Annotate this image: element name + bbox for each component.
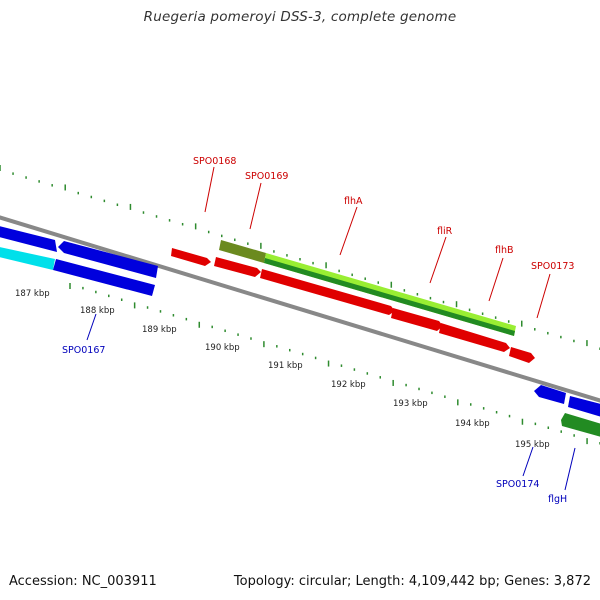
label-leader-line [536, 273, 551, 319]
left-features [0, 225, 158, 296]
kbp-label: 195 kbp [515, 440, 550, 450]
gene-arrow-blue-right[interactable] [568, 396, 600, 418]
accession-text: Accession: NC_003911 [9, 574, 157, 589]
gene-arrow-blue-1[interactable] [0, 225, 57, 252]
kbp-label: 188 kbp [80, 306, 115, 316]
right-features [534, 385, 600, 438]
gene-arrow-spo0168[interactable] [171, 248, 211, 266]
gene-label-spo0169: SPO0169 [245, 171, 288, 182]
label-leader-line [522, 446, 534, 477]
gene-arrow-fliR[interactable] [214, 257, 261, 277]
gene-arrow-small-red[interactable] [509, 347, 535, 363]
leader-lines [86, 166, 576, 491]
gene-label-spo0168: SPO0168 [193, 156, 236, 167]
gene-label-flha: flhA [344, 196, 363, 207]
label-leader-line [429, 236, 447, 284]
genome-summary-text: Topology: circular; Length: 4,109,442 bp… [233, 574, 591, 589]
gene-labels: SPO0168 SPO0169 flhA fliR flhB SPO0173 SPO0167… [62, 156, 574, 505]
label-leader-line [249, 182, 262, 230]
label-leader-line [339, 206, 358, 256]
kbp-label: 194 kbp [455, 419, 490, 429]
forward-features [171, 240, 535, 363]
outer-tick-track [0, 165, 600, 350]
gene-label-spo0167: SPO0167 [62, 345, 105, 356]
gene-arrow-spo0169[interactable] [219, 240, 266, 263]
gene-arrow-cyan[interactable] [0, 246, 55, 270]
gene-arrow-blue-2[interactable] [58, 241, 158, 278]
kbp-label: 190 kbp [205, 343, 240, 353]
gene-arrow-flhB[interactable] [260, 269, 395, 315]
gene-arrow-flha-band [264, 258, 515, 336]
gene-arrow-spo0167[interactable] [53, 259, 155, 296]
kbp-label: 193 kbp [393, 399, 428, 409]
gene-label-spo0174: SPO0174 [496, 479, 539, 490]
inner-tick-track [69, 283, 600, 445]
gene-label-flir: fliR [437, 226, 453, 237]
gene-label-flhb: flhB [495, 245, 514, 256]
kbp-label: 191 kbp [268, 361, 303, 371]
label-leader-line [86, 313, 97, 341]
kbp-label: 192 kbp [331, 380, 366, 390]
genome-backbone [0, 215, 600, 403]
map-title: Ruegeria pomeroyi DSS-3, complete genome [143, 9, 457, 25]
label-leader-line [204, 166, 215, 213]
kbp-labels: 187 kbp 188 kbp 189 kbp 190 kbp 191 kbp 192 k… [15, 289, 550, 450]
gene-label-flgh: flgH [548, 494, 567, 505]
gene-arrow-spo0173[interactable] [391, 308, 443, 331]
gene-label-spo0173: SPO0173 [531, 261, 574, 272]
label-leader-line [564, 447, 576, 491]
label-leader-line [488, 257, 504, 302]
gene-arrow-flgh[interactable] [561, 413, 600, 438]
kbp-label: 187 kbp [15, 289, 50, 299]
gene-arrow-spo0174[interactable] [534, 385, 566, 404]
kbp-label: 189 kbp [142, 325, 177, 335]
gene-arrow-fliR-2[interactable] [439, 323, 510, 352]
